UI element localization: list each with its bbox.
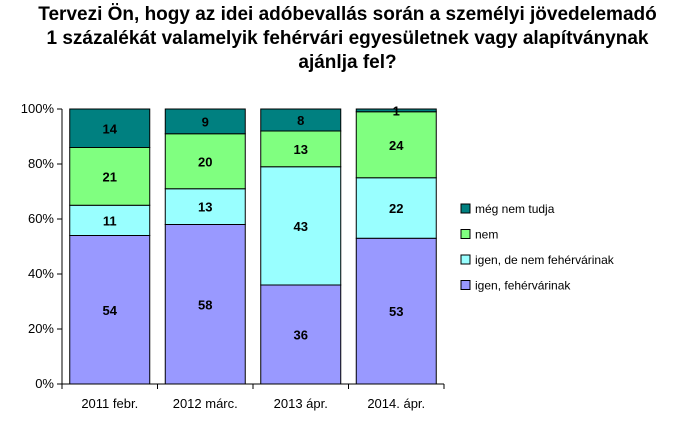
- bar-segment: [69, 204, 151, 236]
- data-label: 1: [393, 103, 400, 118]
- legend: még nem tudja nem igen, de nem fehérvárina…: [460, 202, 615, 293]
- bar-segment: [164, 133, 246, 190]
- legend-label: igen, fehérvárinak: [475, 279, 571, 293]
- data-label: 21: [103, 169, 117, 184]
- data-label: 20: [198, 154, 212, 169]
- data-label: 36: [294, 328, 308, 343]
- chart-title: Tervezi Ön, hogy az idei adóbevallás sor…: [0, 3, 695, 75]
- data-label: 43: [294, 219, 308, 234]
- legend-swatch: [460, 254, 471, 265]
- chart-title-line-1: Tervezi Ön, hogy az idei adóbevallás sor…: [38, 4, 657, 25]
- bars-group: 54 11 21 14 58 13 20 9 36 43 13 8 53 22 24 1: [69, 103, 437, 385]
- data-label: 58: [198, 297, 212, 312]
- axes-group: 2011 febr. 2012 márc. 2013 ápr. 2014. ápr. 0…: [21, 101, 445, 411]
- data-label: 13: [198, 200, 212, 215]
- bar-segment: [69, 235, 151, 385]
- legend-label: igen, de nem fehérvárinak: [475, 253, 615, 267]
- data-label: 8: [297, 113, 304, 128]
- data-label: 24: [389, 138, 404, 153]
- bar-segment: [355, 108, 437, 113]
- data-label: 13: [294, 142, 308, 157]
- x-tick-label: 2011 febr.: [81, 396, 138, 411]
- chart-title-line-2: 1 százalékát valamelyik fehérvári egyesü…: [46, 28, 649, 49]
- x-tick-label: 2014. ápr.: [367, 396, 425, 411]
- y-tick-label: 80%: [28, 156, 54, 171]
- legend-label: nem: [475, 228, 498, 242]
- x-tick-label: 2012 márc.: [173, 396, 238, 411]
- x-tick-label: 2013 ápr.: [274, 396, 328, 411]
- data-label: 54: [103, 303, 118, 318]
- y-tick-label: 60%: [28, 211, 54, 226]
- legend-swatch: [460, 280, 471, 290]
- data-label: 22: [389, 201, 403, 216]
- chart-title-line-3: ajánlja fel?: [298, 52, 397, 73]
- legend-swatch: [460, 229, 471, 239]
- bar-segment: [260, 108, 342, 132]
- y-tick-label: 40%: [28, 266, 54, 281]
- legend-swatch: [460, 203, 471, 214]
- bar-segment: [355, 237, 437, 385]
- bar-segment: [164, 108, 246, 135]
- y-tick-label: 0%: [35, 376, 54, 391]
- data-label: 9: [202, 114, 209, 129]
- bar-segment: [69, 108, 151, 148]
- legend-label: még nem tudja: [475, 202, 555, 216]
- bar-segment: [260, 166, 342, 286]
- data-label: 53: [389, 304, 403, 319]
- data-label: 14: [103, 121, 118, 136]
- y-tick-label: 100%: [21, 101, 55, 116]
- data-label: 11: [103, 213, 117, 228]
- y-tick-label: 20%: [28, 321, 54, 336]
- bar-segment: [260, 284, 342, 385]
- bar-segment: [355, 177, 437, 239]
